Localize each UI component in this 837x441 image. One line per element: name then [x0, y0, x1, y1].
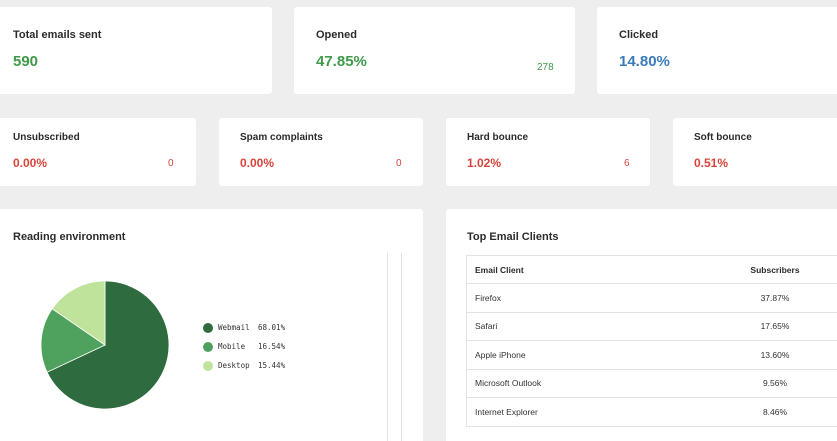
legend-value: 68.01% — [258, 323, 286, 332]
legend-item: Webmail 68.01% — [203, 318, 285, 337]
opened-count: 278 — [537, 62, 554, 73]
table-row: Safari 17.65% — [467, 313, 837, 341]
top-email-clients-table: Email Client Subscribers Firefox 37.87% … — [466, 255, 837, 427]
soft-bounce-label: Soft bounce — [694, 132, 752, 143]
clicked-value: 14.80% — [619, 53, 670, 70]
table-header-row: Email Client Subscribers — [467, 256, 837, 284]
spam-complaints-card: Spam complaints 0.00% 0 — [219, 118, 423, 186]
legend-swatch-mobile — [203, 341, 213, 352]
table-row: Microsoft Outlook 9.56% — [467, 370, 837, 398]
table-row: Firefox 37.87% — [467, 284, 837, 313]
unsubscribed-card: Unsubscribed 0.00% 0 — [0, 118, 196, 186]
reading-environment-legend: Webmail 68.01% Mobile 16.54% Desktop 15.… — [203, 318, 285, 375]
client-subscribers: 8.46% — [762, 406, 788, 417]
legend-name: Desktop — [218, 361, 250, 370]
client-subscribers: 9.56% — [762, 378, 788, 389]
legend-swatch-webmail — [203, 322, 213, 333]
client-subscribers: 37.87% — [760, 292, 790, 303]
unsubscribed-value: 0.00% — [13, 156, 48, 170]
reading-environment-title: Reading environment — [13, 231, 126, 243]
hard-bounce-value: 1.02% — [467, 156, 502, 170]
soft-bounce-card: Soft bounce 0.51% — [673, 118, 837, 186]
column-header-subscribers[interactable]: Subscribers — [750, 264, 800, 275]
legend-swatch-desktop — [203, 360, 213, 371]
legend-item: Desktop 15.44% — [203, 356, 285, 375]
top-email-clients-title: Top Email Clients — [467, 231, 559, 243]
unsubscribed-label: Unsubscribed — [13, 132, 80, 143]
clicked-card: Clicked 14.80% — [597, 7, 837, 94]
legend-value: 15.44% — [258, 361, 286, 370]
legend-name: Webmail — [218, 323, 250, 332]
legend-item: Mobile 16.54% — [203, 337, 285, 356]
panel-divider-right — [401, 253, 402, 441]
unsubscribed-count: 0 — [168, 158, 174, 169]
opened-label: Opened — [316, 29, 357, 41]
spam-complaints-count: 0 — [396, 158, 402, 169]
client-subscribers: 13.60% — [760, 349, 790, 360]
legend-name: Mobile — [218, 342, 246, 351]
client-name: Apple iPhone — [475, 349, 526, 360]
column-header-email-client[interactable]: Email Client — [475, 264, 524, 275]
opened-card: Opened 47.85% 278 — [294, 7, 575, 94]
client-name: Internet Explorer — [475, 406, 538, 417]
table-row: Internet Explorer 8.46% — [467, 398, 837, 427]
panel-divider-left — [387, 253, 388, 441]
client-name: Safari — [475, 321, 498, 332]
spam-complaints-value: 0.00% — [240, 156, 275, 170]
pie-slice-webmail[interactable] — [46, 280, 170, 410]
client-name: Microsoft Outlook — [475, 378, 542, 389]
spam-complaints-label: Spam complaints — [240, 132, 323, 143]
pie-slice-mobile[interactable] — [40, 308, 106, 373]
hard-bounce-count: 6 — [624, 158, 630, 169]
clicked-label: Clicked — [619, 29, 659, 41]
legend-value: 16.54% — [258, 342, 286, 351]
client-subscribers: 17.65% — [760, 321, 790, 332]
hard-bounce-label: Hard bounce — [467, 132, 529, 143]
client-name: Firefox — [475, 292, 501, 303]
table-row: Apple iPhone 13.60% — [467, 341, 837, 370]
pie-slice-desktop[interactable] — [51, 280, 106, 346]
total-sent-label: Total emails sent — [13, 29, 102, 41]
hard-bounce-card: Hard bounce 1.02% 6 — [446, 118, 650, 186]
soft-bounce-value: 0.51% — [694, 156, 729, 170]
reading-environment-pie — [40, 280, 170, 410]
total-sent-card: Total emails sent 590 — [0, 7, 272, 94]
top-email-clients-card — [446, 209, 837, 441]
total-sent-value: 590 — [13, 53, 39, 70]
opened-value: 47.85% — [316, 53, 367, 70]
